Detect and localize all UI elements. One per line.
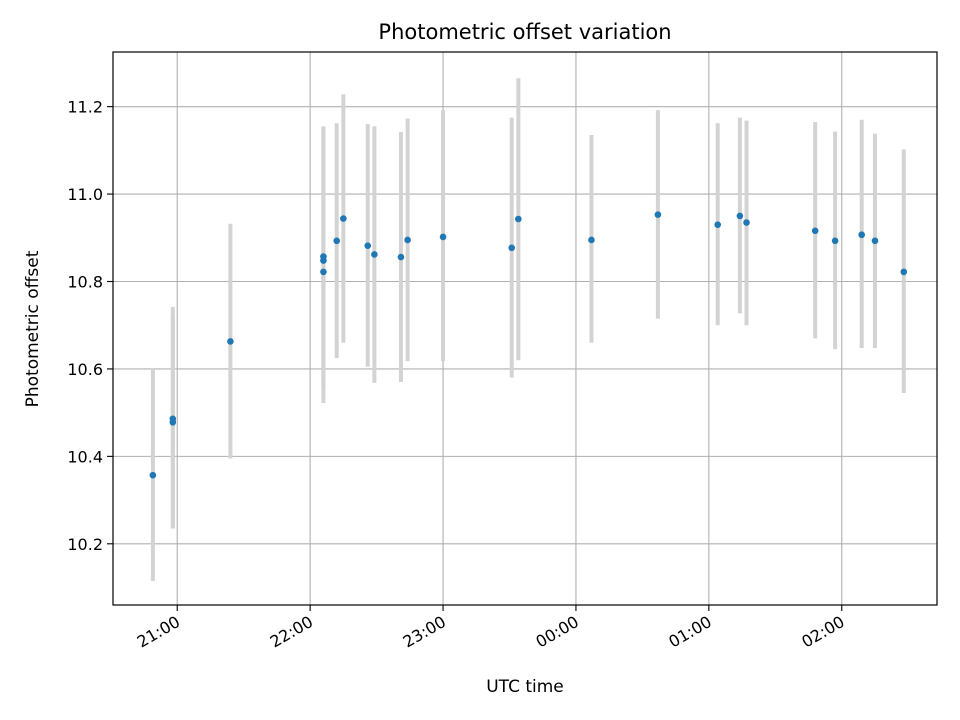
chart-title: Photometric offset variation	[378, 20, 671, 44]
data-point	[169, 418, 177, 426]
data-point	[320, 253, 327, 260]
data-point	[340, 215, 347, 222]
data-point	[404, 236, 411, 244]
data-point	[364, 242, 372, 249]
data-point	[371, 251, 378, 258]
y-tick-label: 10.4	[67, 447, 103, 466]
x-axis-label: UTC time	[486, 677, 564, 697]
data-point	[439, 233, 447, 241]
y-tick-label: 10.8	[67, 273, 103, 292]
y-tick-label: 11.0	[67, 185, 103, 204]
y-axis-label: Photometric offset	[23, 250, 43, 407]
data-point	[831, 237, 839, 245]
y-tick-label: 11.2	[67, 98, 103, 117]
plot-frame	[112, 51, 938, 606]
data-point	[743, 219, 750, 226]
data-point	[320, 268, 327, 276]
data-point	[149, 471, 157, 479]
data-point	[227, 338, 234, 345]
data-point	[900, 268, 908, 276]
data-point	[811, 227, 819, 235]
y-axis: 10.2 10.4 10.6 10.8 11.0 11.2	[67, 98, 113, 554]
data-point	[333, 237, 341, 245]
data-point	[654, 211, 662, 218]
y-tick-label: 10.6	[67, 360, 103, 379]
data-point	[871, 237, 879, 245]
data-point	[508, 244, 516, 252]
data-point	[714, 221, 722, 228]
data-point	[858, 231, 865, 239]
data-points	[149, 211, 908, 479]
data-point	[588, 236, 595, 244]
data-point	[515, 215, 522, 223]
data-point	[397, 253, 405, 261]
data-point	[736, 212, 744, 220]
y-tick-label: 10.2	[67, 535, 103, 554]
